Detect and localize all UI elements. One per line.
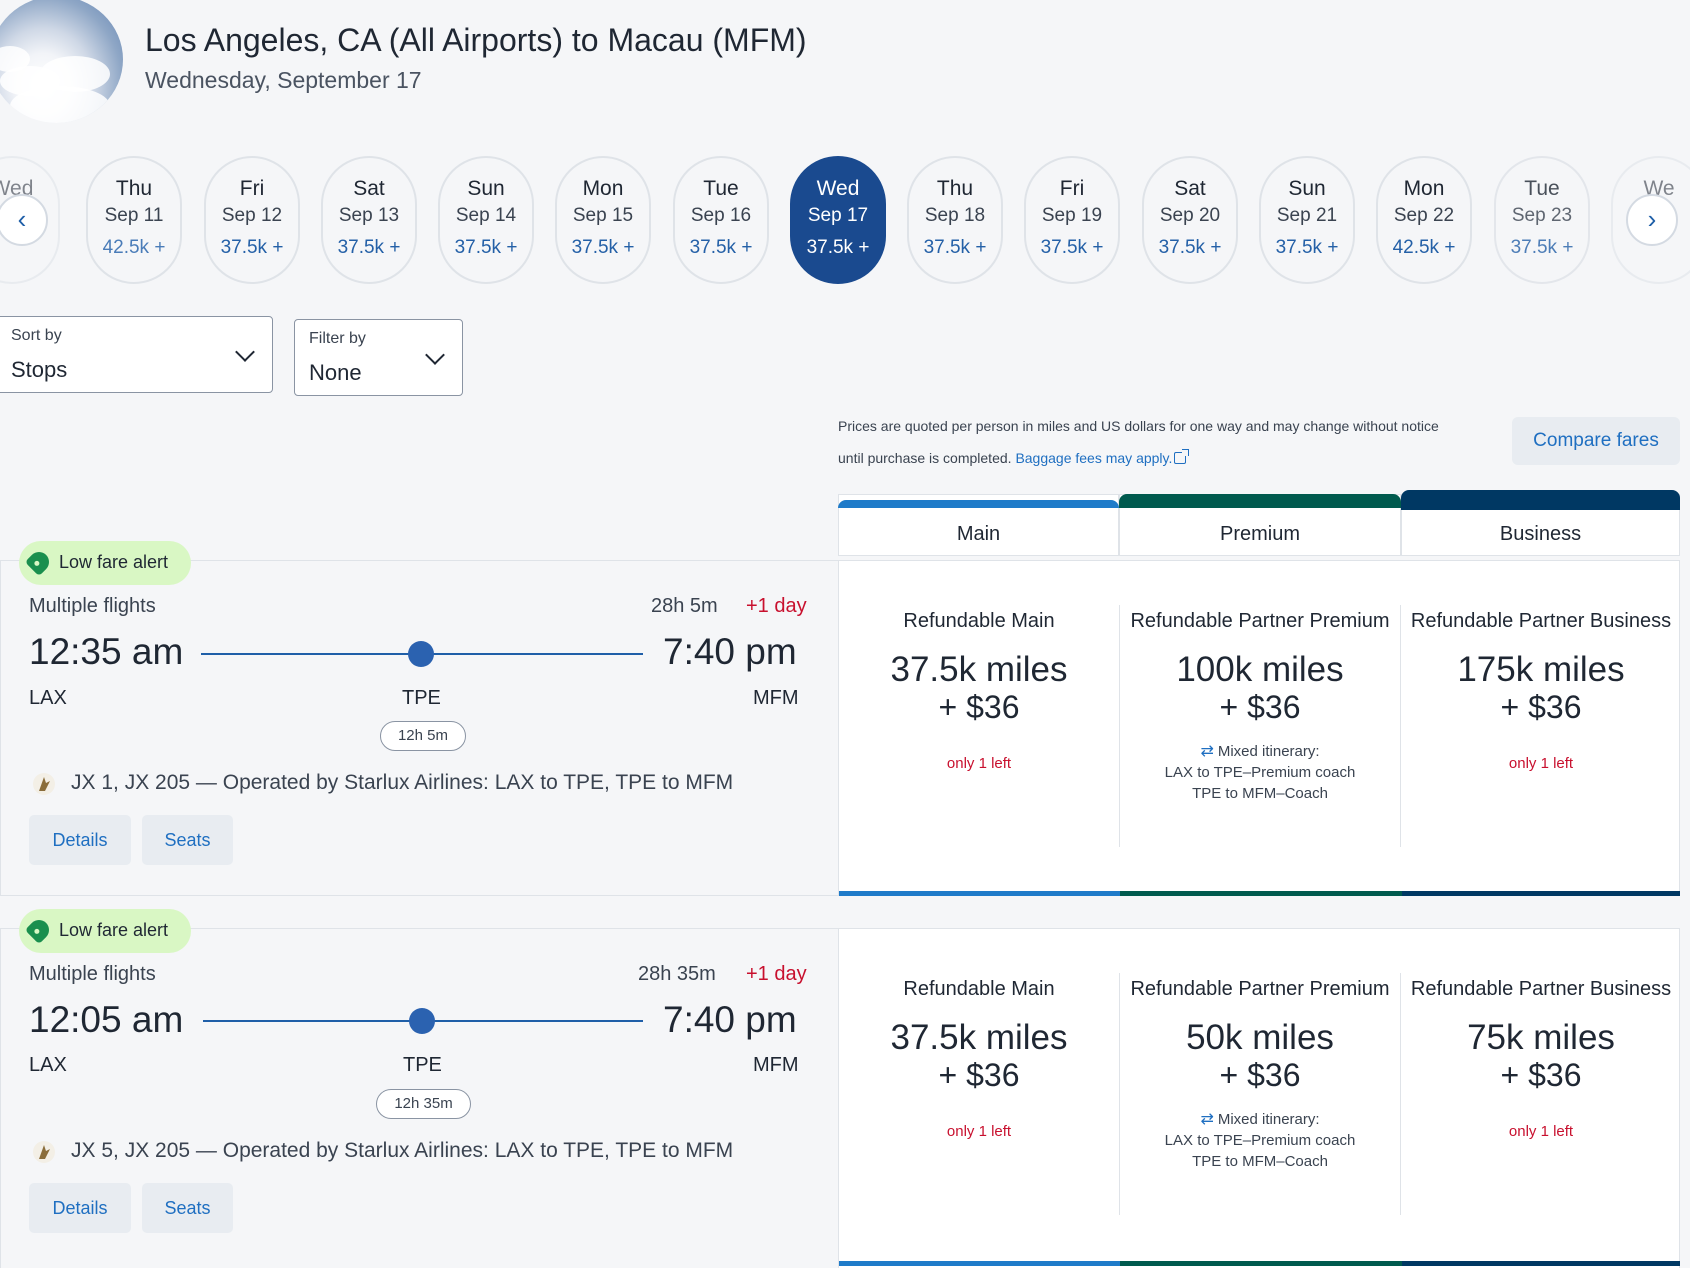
date-pill[interactable]: Thu Sep 11 42.5k + bbox=[86, 156, 182, 284]
depart-time: 12:35 am bbox=[29, 631, 184, 672]
cabin-header-premium[interactable]: Premium bbox=[1119, 494, 1401, 556]
sort-select[interactable]: Sort by Stops bbox=[0, 316, 273, 393]
plus-day-label: +1 day bbox=[746, 595, 807, 617]
date-pill[interactable]: Thu Sep 18 37.5k + bbox=[907, 156, 1003, 284]
cabin-header-main[interactable]: Main bbox=[838, 494, 1119, 556]
filter-select[interactable]: Filter by None bbox=[294, 319, 463, 396]
date-pill[interactable]: Fri Sep 12 37.5k + bbox=[204, 156, 300, 284]
fare-option-business[interactable]: Refundable Partner Business 175k miles +… bbox=[1410, 610, 1672, 772]
page-header: Los Angeles, CA (All Airports) to Macau … bbox=[0, 0, 1690, 130]
destination-avatar bbox=[0, 0, 123, 123]
low-fare-badge: Low fare alert bbox=[19, 909, 191, 953]
stop-dot bbox=[409, 1008, 435, 1034]
date-pill[interactable]: Sun Sep 21 37.5k + bbox=[1259, 156, 1355, 284]
chevron-left-icon: ‹ bbox=[17, 204, 27, 234]
date-carousel: Wed Thu Sep 11 42.5k + Fri Sep 12 37.5k … bbox=[0, 156, 1690, 286]
baggage-fees-link[interactable]: Baggage fees may apply. bbox=[1015, 450, 1173, 466]
arrive-time: 7:40 pm bbox=[663, 631, 797, 672]
price-tag-icon bbox=[24, 547, 54, 577]
date-pill[interactable]: Tue Sep 23 37.5k + bbox=[1494, 156, 1590, 284]
date-pill[interactable]: Sun Sep 14 37.5k + bbox=[438, 156, 534, 284]
seats-button[interactable]: Seats bbox=[142, 1183, 233, 1233]
date-pill[interactable]: Mon Sep 15 37.5k + bbox=[555, 156, 651, 284]
chevron-right-icon: › bbox=[1647, 204, 1657, 234]
layover-duration: 12h 5m bbox=[380, 721, 466, 751]
date-pill[interactable]: Sat Sep 13 37.5k + bbox=[321, 156, 417, 284]
external-link-icon bbox=[1174, 449, 1190, 464]
fare-option-main[interactable]: Refundable Main 37.5k miles + $36 only 1… bbox=[890, 978, 1068, 1140]
flight-card: Low fare alert Multiple flights 28h 35m … bbox=[0, 909, 1680, 1268]
flight-card: Low fare alert Multiple flights 28h 5m +… bbox=[0, 541, 1680, 896]
fare-option-premium[interactable]: Refundable Partner Premium 100k miles + … bbox=[1130, 610, 1390, 802]
date-pill[interactable]: Fri Sep 19 37.5k + bbox=[1024, 156, 1120, 284]
date-pill-selected[interactable]: Wed Sep 17 37.5k + bbox=[790, 156, 886, 284]
fare-option-main[interactable]: Refundable Main 37.5k miles + $36 only 1… bbox=[890, 610, 1068, 772]
fare-option-business[interactable]: Refundable Partner Business 75k miles + … bbox=[1410, 978, 1672, 1140]
price-notice: Prices are quoted per person in miles an… bbox=[838, 418, 1439, 466]
next-dates-button[interactable]: › bbox=[1626, 194, 1678, 246]
shuffle-icon: ⇄ bbox=[1200, 1111, 1214, 1128]
compare-fares-button[interactable]: Compare fares bbox=[1512, 417, 1680, 465]
starlux-logo-icon bbox=[33, 773, 55, 795]
chevron-down-icon bbox=[235, 342, 255, 362]
plus-day-label: +1 day bbox=[746, 963, 807, 985]
fare-option-premium[interactable]: Refundable Partner Premium 50k miles + $… bbox=[1130, 978, 1390, 1170]
shuffle-icon: ⇄ bbox=[1200, 743, 1214, 760]
prev-dates-button[interactable]: ‹ bbox=[0, 194, 48, 246]
price-tag-icon bbox=[24, 915, 54, 945]
page-title: Los Angeles, CA (All Airports) to Macau … bbox=[145, 22, 807, 58]
date-pill[interactable]: Tue Sep 16 37.5k + bbox=[673, 156, 769, 284]
date-pill[interactable]: Mon Sep 22 42.5k + bbox=[1376, 156, 1472, 284]
cabin-header-business[interactable]: Business bbox=[1401, 490, 1680, 556]
page-subtitle: Wednesday, September 17 bbox=[145, 67, 422, 93]
chevron-down-icon bbox=[425, 345, 445, 365]
details-button[interactable]: Details bbox=[29, 815, 131, 865]
layover-duration: 12h 35m bbox=[376, 1089, 471, 1119]
low-fare-badge: Low fare alert bbox=[19, 541, 191, 585]
starlux-logo-icon bbox=[33, 1141, 55, 1163]
seats-button[interactable]: Seats bbox=[142, 815, 233, 865]
depart-time: 12:05 am bbox=[29, 999, 184, 1040]
arrive-time: 7:40 pm bbox=[663, 999, 797, 1040]
details-button[interactable]: Details bbox=[29, 1183, 131, 1233]
stop-dot bbox=[408, 641, 434, 667]
date-pill[interactable]: Sat Sep 20 37.5k + bbox=[1142, 156, 1238, 284]
